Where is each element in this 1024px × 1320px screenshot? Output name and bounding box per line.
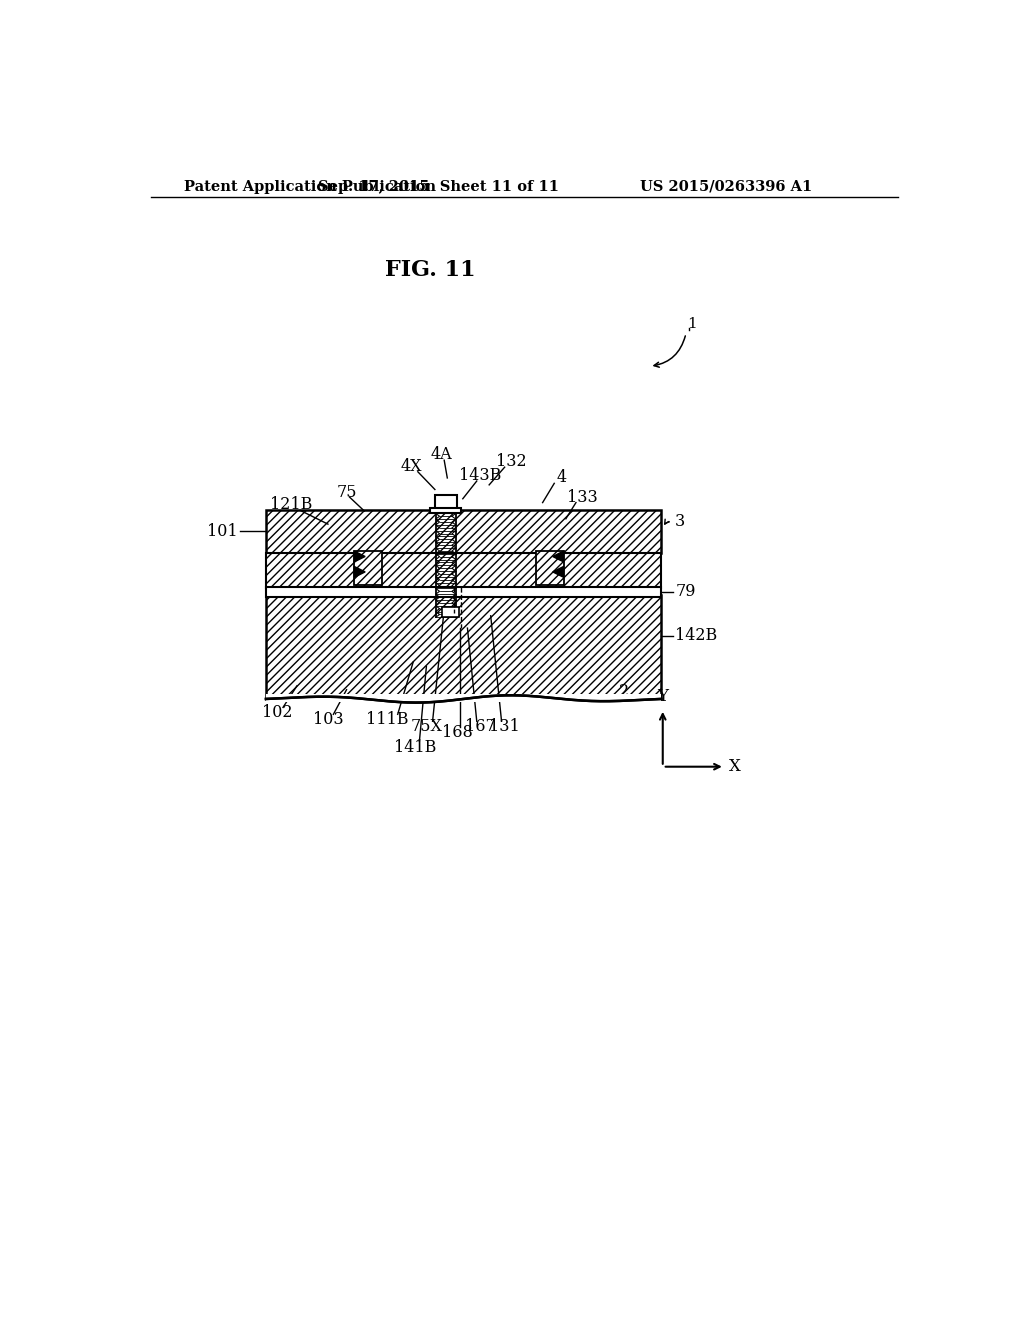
Text: 142B: 142B <box>675 627 718 644</box>
Text: 4: 4 <box>557 470 567 487</box>
Text: 131: 131 <box>489 718 520 735</box>
Bar <box>354 552 382 585</box>
Text: 102: 102 <box>262 705 293 721</box>
Text: Sep. 17, 2015  Sheet 11 of 11: Sep. 17, 2015 Sheet 11 of 11 <box>317 180 558 194</box>
Text: 143B: 143B <box>459 467 501 484</box>
Text: 141B: 141B <box>393 739 436 756</box>
Bar <box>442 607 459 618</box>
Text: X: X <box>729 758 741 775</box>
Polygon shape <box>553 552 563 562</box>
Text: 103: 103 <box>312 711 343 729</box>
Bar <box>430 508 461 513</box>
Text: FIG. 11: FIG. 11 <box>385 259 475 281</box>
Text: 167: 167 <box>465 718 496 735</box>
Text: 133: 133 <box>566 488 598 506</box>
Bar <box>435 495 457 511</box>
Text: 101: 101 <box>208 523 238 540</box>
FancyArrowPatch shape <box>654 335 685 367</box>
Bar <box>266 553 662 589</box>
Text: 1: 1 <box>687 317 697 331</box>
Bar <box>266 595 662 700</box>
Polygon shape <box>354 566 366 577</box>
Text: 75X: 75X <box>411 718 442 735</box>
Text: 121B: 121B <box>269 496 312 513</box>
Polygon shape <box>553 566 563 577</box>
Text: 3: 3 <box>675 513 685 531</box>
Bar <box>536 552 563 585</box>
Text: 75: 75 <box>336 484 356 502</box>
Bar <box>266 694 662 702</box>
Text: 111B: 111B <box>367 711 409 729</box>
Text: 168: 168 <box>442 725 473 742</box>
Text: 4X: 4X <box>401 458 423 475</box>
FancyArrowPatch shape <box>665 519 670 524</box>
Text: Patent Application Publication: Patent Application Publication <box>183 180 436 194</box>
Text: 132: 132 <box>496 453 526 470</box>
Polygon shape <box>354 552 366 562</box>
Bar <box>266 586 662 597</box>
FancyArrowPatch shape <box>600 671 613 684</box>
Text: US 2015/0263396 A1: US 2015/0263396 A1 <box>640 180 812 194</box>
Text: 79: 79 <box>675 583 695 601</box>
Text: 4A: 4A <box>430 446 452 463</box>
Text: 2: 2 <box>618 682 629 700</box>
Text: Y: Y <box>657 688 669 705</box>
Bar <box>266 511 662 553</box>
